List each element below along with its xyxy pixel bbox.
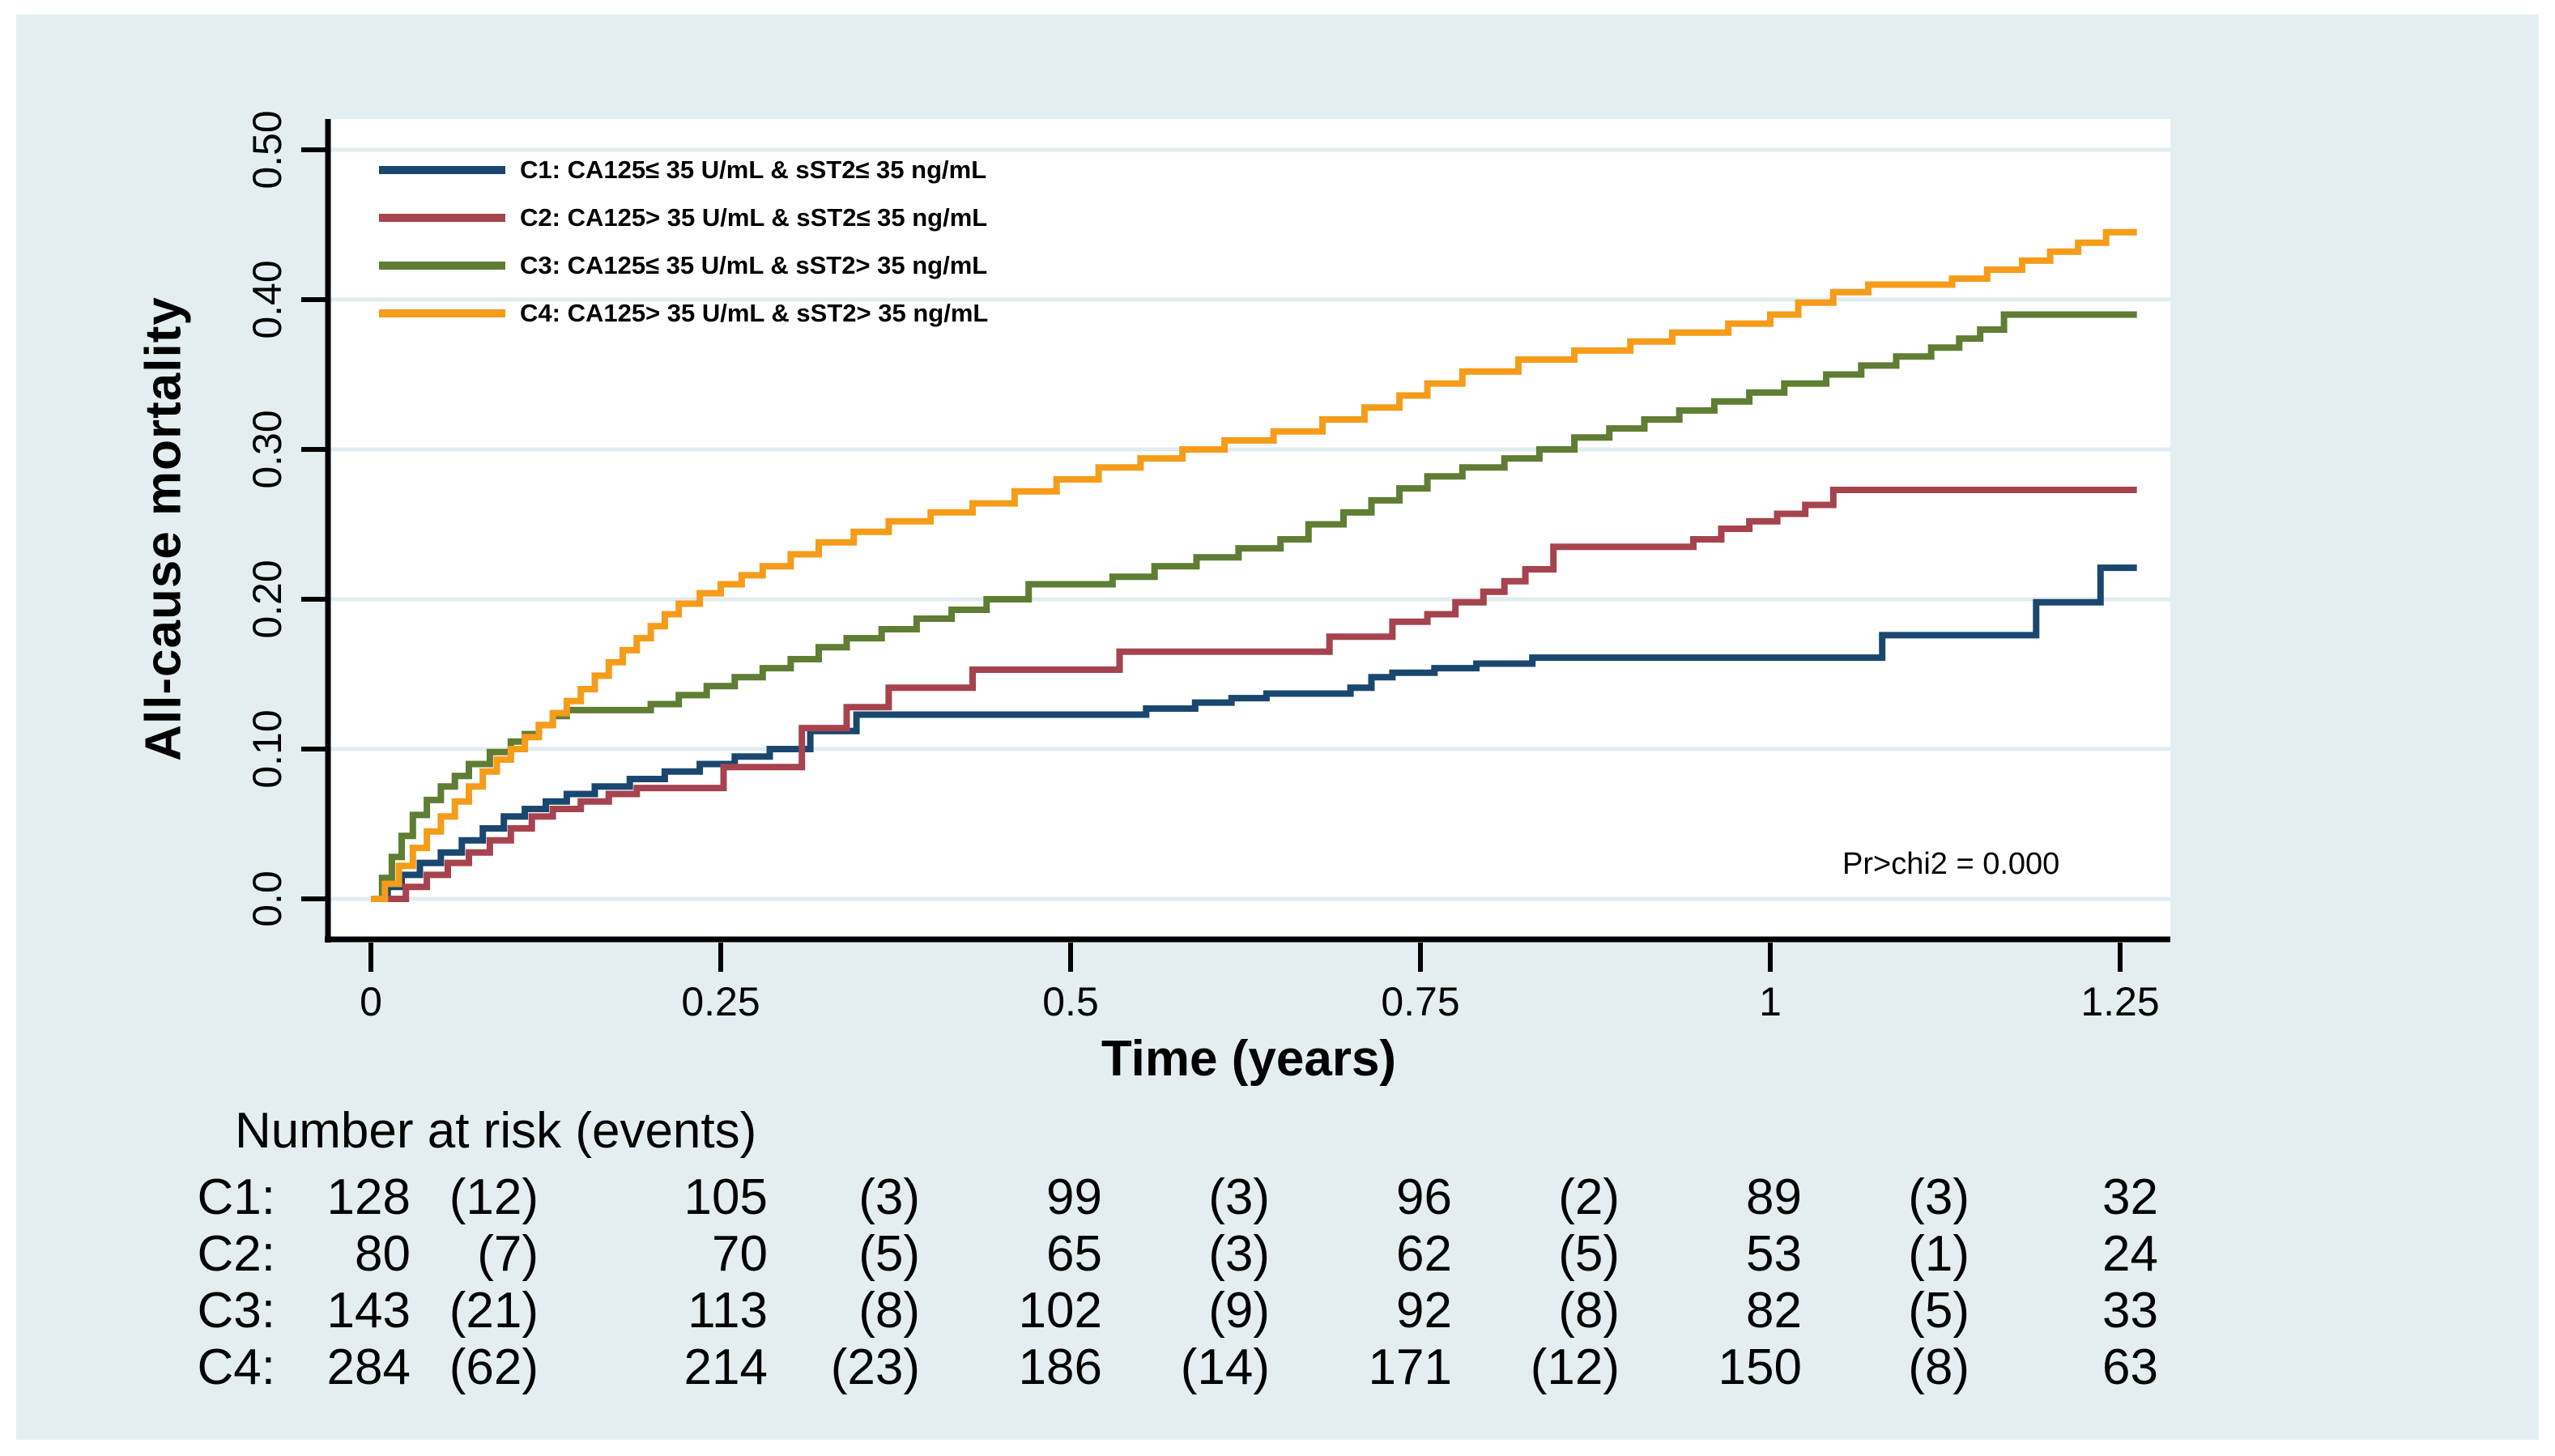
risk-cell: (62) [449, 1339, 539, 1395]
x-tick-label: 0.25 [681, 979, 760, 1024]
curves [371, 228, 2137, 902]
legend-label-c3: C3: CA125≤ 35 U/mL & sST2> 35 ng/mL [520, 251, 988, 279]
legend-line-c4 [379, 309, 505, 317]
y-tick-label: 0.10 [245, 709, 290, 789]
risk-cell: 150 [1718, 1339, 1802, 1395]
legend-entry-c3: C3: CA125≤ 35 U/mL & sST2> 35 ng/mL [379, 248, 987, 283]
risk-cell: (8) [1558, 1283, 1620, 1339]
risk-cell: 70 [712, 1226, 768, 1282]
risk-cell: 92 [1396, 1283, 1452, 1339]
x-tick-label: 0.5 [1042, 979, 1099, 1024]
y-tick-label: 0.40 [245, 260, 290, 339]
x-tick-label: 1 [1759, 979, 1782, 1024]
risk-cell: 32 [2102, 1169, 2158, 1225]
risk-cell: (8) [1908, 1339, 1969, 1395]
risk-cell: (2) [1558, 1169, 1620, 1225]
legend-label-c4: C4: CA125> 35 U/mL & sST2> 35 ng/mL [520, 299, 989, 327]
legend-entry-c2: C2: CA125> 35 U/mL & sST2≤ 35 ng/mL [379, 200, 987, 236]
risk-cell: 186 [1018, 1339, 1102, 1395]
y-tick-label: 0.20 [245, 560, 290, 639]
risk-cell: 143 [326, 1283, 411, 1339]
risk-cell: 96 [1396, 1169, 1452, 1225]
legend-entry-c1: C1: CA125≤ 35 U/mL & sST2≤ 35 ng/mL [379, 152, 986, 188]
legend-line-c1 [379, 166, 505, 174]
legend-line-c2 [379, 214, 505, 222]
y-axis-title: All-cause mortality [135, 296, 192, 761]
curve-c3 [371, 311, 2137, 902]
y-tick-label: 0.30 [245, 410, 290, 489]
risk-cell: 113 [688, 1283, 768, 1339]
risk-cell: 63 [2102, 1339, 2158, 1395]
risk-cell: (3) [858, 1169, 920, 1225]
x-tick-label: 0.75 [1381, 979, 1460, 1024]
risk-cell: (5) [1908, 1283, 1969, 1339]
gridlines [328, 147, 2170, 901]
curve-c1 [371, 564, 2137, 902]
risk-cell: 33 [2102, 1283, 2158, 1339]
risk-cell: 24 [2102, 1226, 2158, 1282]
risk-row-label: C2: [197, 1226, 275, 1282]
risk-row-label: C4: [197, 1339, 275, 1395]
risk-cell: (12) [449, 1169, 539, 1225]
legend-label-c1: C1: CA125≤ 35 U/mL & sST2≤ 35 ng/mL [520, 155, 987, 184]
risk-cell: 53 [1746, 1226, 1802, 1282]
y-tick-label: 0.0 [245, 871, 290, 927]
axis-ticks [301, 147, 2123, 972]
risk-cell: 80 [355, 1226, 411, 1282]
risk-cell: (3) [1208, 1169, 1270, 1225]
curve-c4 [371, 228, 2137, 902]
risk-cell: (8) [858, 1283, 920, 1339]
risk-cell: (5) [858, 1226, 920, 1282]
risk-cell: (3) [1208, 1226, 1270, 1282]
risk-cell: (23) [830, 1339, 920, 1395]
risk-cell: 62 [1396, 1226, 1452, 1282]
chi2-annotation: Pr>chi2 = 0.000 [1842, 847, 2060, 881]
risk-cell: (3) [1908, 1169, 1969, 1225]
legend-label-c2: C2: CA125> 35 U/mL & sST2≤ 35 ng/mL [520, 203, 988, 232]
risk-cell: 284 [326, 1339, 411, 1395]
risk-cell: 128 [326, 1169, 411, 1225]
risk-cell: 89 [1746, 1169, 1802, 1225]
plot-area [328, 119, 2170, 939]
risk-cell: 99 [1046, 1169, 1102, 1225]
risk-cell: 102 [1018, 1283, 1102, 1339]
risk-table-header: Number at risk (events) [235, 1103, 757, 1159]
risk-cell: (7) [477, 1226, 539, 1282]
x-tick-label: 1.25 [2080, 979, 2160, 1024]
risk-row-label: C1: [197, 1169, 275, 1225]
risk-cell: (12) [1530, 1339, 1620, 1395]
y-tick-label: 0.50 [245, 110, 290, 189]
risk-cell: (21) [449, 1283, 539, 1339]
risk-cell: 171 [1368, 1339, 1452, 1395]
risk-cell: (1) [1908, 1226, 1969, 1282]
axes [325, 119, 2170, 943]
risk-cell: 82 [1746, 1283, 1802, 1339]
risk-cell: (5) [1558, 1226, 1620, 1282]
risk-cell: (9) [1208, 1283, 1270, 1339]
x-axis-title: Time (years) [1101, 1031, 1397, 1087]
curve-c2 [371, 487, 2137, 902]
risk-cell: 65 [1046, 1226, 1102, 1282]
risk-cell: 105 [683, 1169, 768, 1225]
risk-row-label: C3: [197, 1283, 275, 1339]
risk-cell: (14) [1180, 1339, 1270, 1395]
legend-entry-c4: C4: CA125> 35 U/mL & sST2> 35 ng/mL [379, 296, 988, 331]
legend-line-c3 [379, 262, 505, 270]
x-tick-label: 0 [360, 979, 382, 1024]
risk-cell: 214 [683, 1339, 768, 1395]
